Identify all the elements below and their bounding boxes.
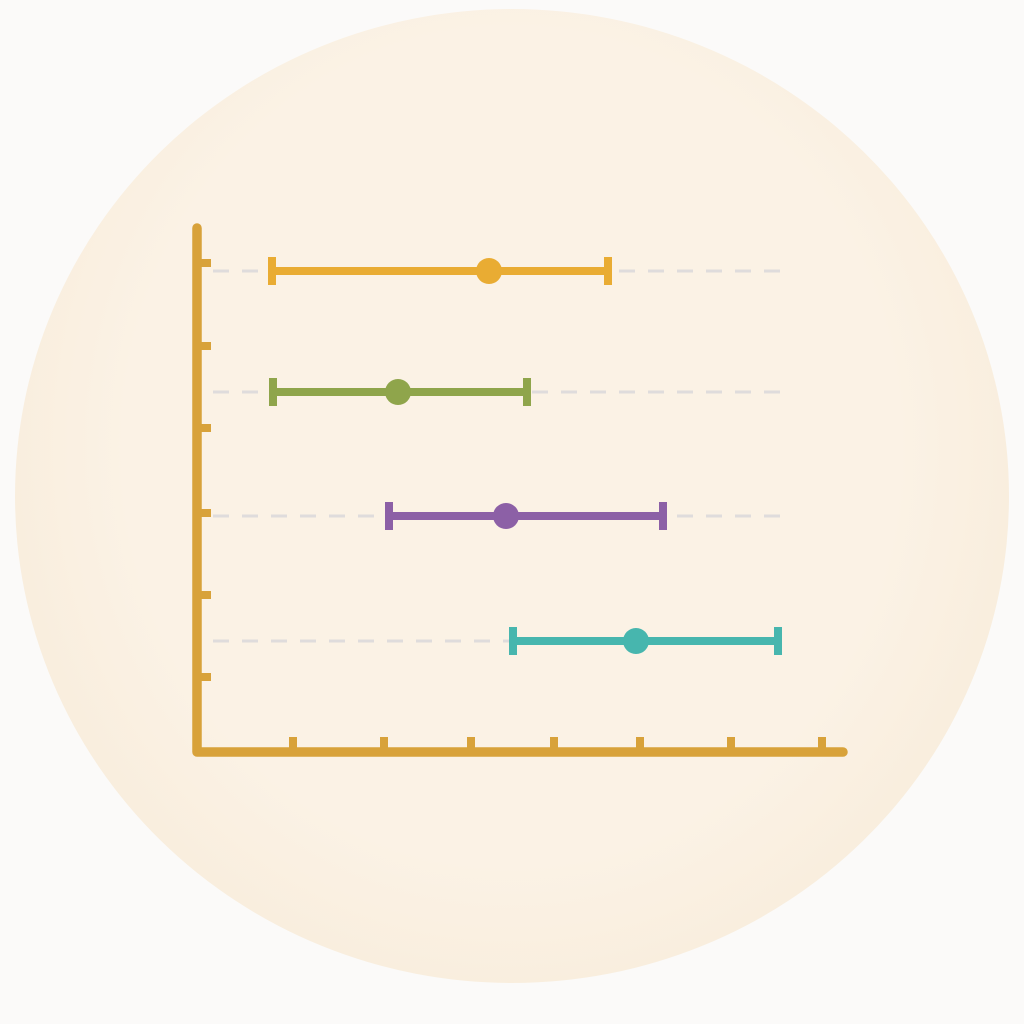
error-bar-row-4-dot [623,628,649,654]
axes-line [192,223,848,757]
error-bar-row-1-dot [476,258,502,284]
error-bar-row-2-dot [385,379,411,405]
error-bar-row-3-dot [493,503,519,529]
background-circle [15,9,1009,983]
